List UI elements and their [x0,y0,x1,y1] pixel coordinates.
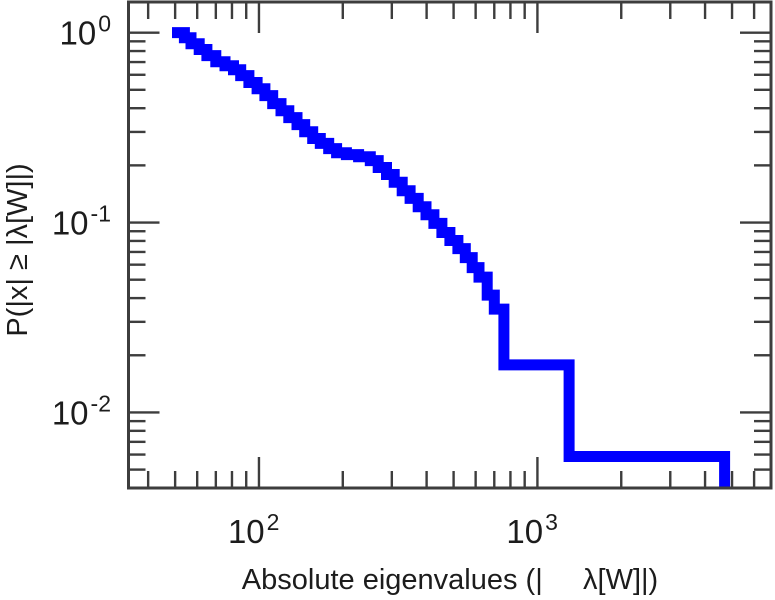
x-axis-label: Absolute eigenvalues (| λ[W]|) [242,564,658,596]
plot-border [127,0,773,490]
y-tick-label-0.01: 10-2 [52,390,111,431]
y-tick-label-1: 100 [59,11,111,52]
y-tick-label-0.1: 10-1 [52,201,111,242]
x-tick-label-1000: 103 [506,509,558,550]
axis-ticks [129,3,770,487]
ccdf-step-curve [172,27,731,487]
y-axis-label: P(|x| ≥ |λ[W]|) [2,163,34,336]
x-tick-label-100: 102 [228,509,280,550]
